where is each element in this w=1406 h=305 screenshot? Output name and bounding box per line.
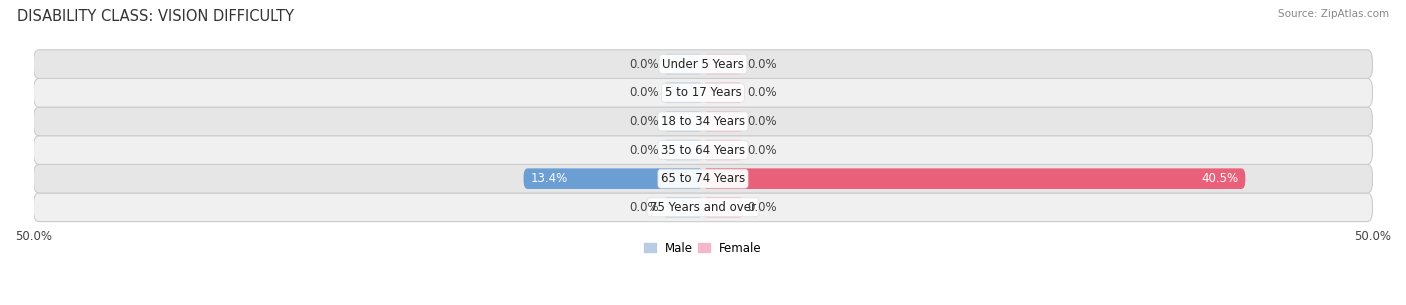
FancyBboxPatch shape bbox=[662, 197, 703, 218]
FancyBboxPatch shape bbox=[34, 164, 1372, 193]
FancyBboxPatch shape bbox=[703, 168, 1246, 189]
Text: Source: ZipAtlas.com: Source: ZipAtlas.com bbox=[1278, 9, 1389, 19]
Legend: Male, Female: Male, Female bbox=[640, 237, 766, 260]
Text: 0.0%: 0.0% bbox=[747, 115, 776, 128]
FancyBboxPatch shape bbox=[34, 107, 1372, 136]
FancyBboxPatch shape bbox=[523, 168, 703, 189]
FancyBboxPatch shape bbox=[703, 54, 744, 74]
Text: 65 to 74 Years: 65 to 74 Years bbox=[661, 172, 745, 185]
Text: 40.5%: 40.5% bbox=[1202, 172, 1239, 185]
Text: 18 to 34 Years: 18 to 34 Years bbox=[661, 115, 745, 128]
Text: 0.0%: 0.0% bbox=[630, 86, 659, 99]
Text: 5 to 17 Years: 5 to 17 Years bbox=[665, 86, 741, 99]
FancyBboxPatch shape bbox=[703, 197, 744, 218]
FancyBboxPatch shape bbox=[34, 193, 1372, 222]
Text: DISABILITY CLASS: VISION DIFFICULTY: DISABILITY CLASS: VISION DIFFICULTY bbox=[17, 9, 294, 24]
FancyBboxPatch shape bbox=[662, 82, 703, 103]
Text: 0.0%: 0.0% bbox=[747, 201, 776, 214]
Text: 13.4%: 13.4% bbox=[530, 172, 568, 185]
Text: 0.0%: 0.0% bbox=[747, 58, 776, 71]
Text: 0.0%: 0.0% bbox=[630, 115, 659, 128]
FancyBboxPatch shape bbox=[34, 50, 1372, 78]
Text: 35 to 64 Years: 35 to 64 Years bbox=[661, 144, 745, 156]
Text: Under 5 Years: Under 5 Years bbox=[662, 58, 744, 71]
Text: 75 Years and over: 75 Years and over bbox=[650, 201, 756, 214]
FancyBboxPatch shape bbox=[662, 111, 703, 132]
Text: 0.0%: 0.0% bbox=[747, 144, 776, 156]
FancyBboxPatch shape bbox=[703, 140, 744, 160]
Text: 0.0%: 0.0% bbox=[630, 58, 659, 71]
FancyBboxPatch shape bbox=[662, 140, 703, 160]
Text: 0.0%: 0.0% bbox=[630, 201, 659, 214]
FancyBboxPatch shape bbox=[34, 136, 1372, 164]
Text: 0.0%: 0.0% bbox=[630, 144, 659, 156]
Text: 0.0%: 0.0% bbox=[747, 86, 776, 99]
FancyBboxPatch shape bbox=[703, 82, 744, 103]
FancyBboxPatch shape bbox=[703, 111, 744, 132]
FancyBboxPatch shape bbox=[34, 78, 1372, 107]
FancyBboxPatch shape bbox=[662, 54, 703, 74]
